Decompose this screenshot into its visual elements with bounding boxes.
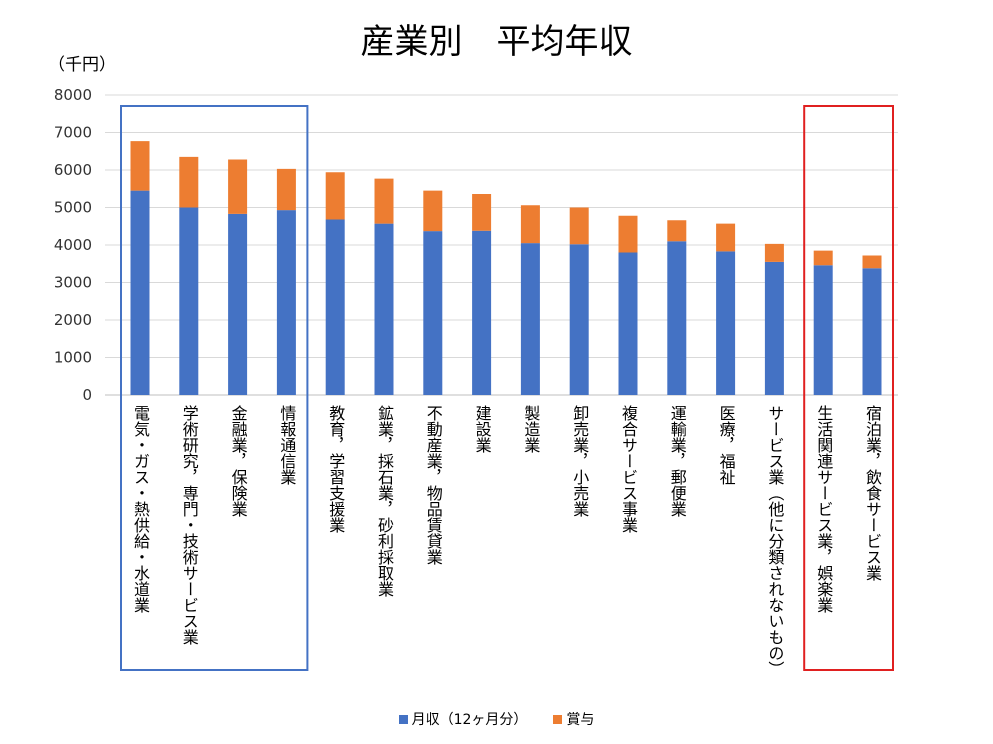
bar-monthly [179,207,199,395]
bar-monthly [374,223,394,395]
x-tick-label: 教育，学習支援業 [326,405,346,533]
x-tick-label: 不動産業，物品賃貸業 [423,405,443,565]
bar-monthly [130,190,150,395]
x-tick-label: サービス業（他に分類されないもの） [765,405,785,677]
x-tick-label: 情報通信業 [277,405,297,485]
y-tick-label: 3000 [54,274,92,292]
bar-monthly [325,219,345,395]
y-tick-label: 2000 [54,311,92,329]
bar-monthly [569,244,589,395]
x-tick-label: 学術研究，専門・技術サービス業 [179,405,199,645]
bar-bonus [374,178,394,224]
bar-monthly [813,265,833,395]
x-tick-label: 運輸業，郵便業 [667,405,687,517]
bar-monthly [764,261,784,395]
bar-monthly [472,230,492,395]
bar-bonus [130,141,150,191]
bar-monthly [716,251,736,395]
x-tick-label: 電気・ガス・熱供給・水道業 [131,405,150,613]
y-tick-label: 0 [82,386,92,404]
x-tick-label: 複合サービス事業 [619,405,638,533]
y-axis-unit-label: （千円） [48,55,116,75]
y-tick-label: 8000 [54,86,92,104]
chart-title: 産業別 平均年収 [360,22,633,62]
bar-monthly [862,268,882,395]
bar-bonus [325,172,345,220]
x-tick-label: 製造業 [521,405,541,453]
legend-label-bonus: 賞与 [566,712,595,728]
legend-item-bonus: 賞与 [553,709,594,729]
x-tick-label: 医療，福祉 [716,405,736,485]
legend-label-monthly: 月収（12ヶ月分） [411,712,528,728]
bar-monthly [228,213,248,395]
bar-bonus [520,205,540,244]
y-tick-label: 1000 [54,349,92,367]
bar-bonus [813,250,833,266]
legend-swatch-bonus [553,714,563,724]
bar-monthly [423,231,443,395]
bar-bonus [862,255,882,269]
x-tick-label: 鉱業，採石業，砂利採取業 [375,405,394,597]
bar-monthly [618,252,638,395]
bar-bonus [764,243,784,262]
bar-monthly [520,243,540,395]
bar-monthly [667,241,687,395]
x-tick-label: 金融業，保険業 [228,405,248,517]
y-tick-label: 5000 [54,199,92,217]
bar-bonus [276,168,296,211]
bar-bonus [618,215,638,253]
bar-bonus [228,159,248,214]
y-tick-label: 6000 [54,161,92,179]
legend: 月収（12ヶ月分） 賞与 [0,709,993,729]
bar-monthly [276,210,296,395]
bar-bonus [423,190,443,232]
x-tick-label: 建設業 [472,405,492,453]
legend-item-monthly: 月収（12ヶ月分） [398,709,528,729]
highlight-box [803,105,895,671]
y-tick-label: 7000 [54,124,92,142]
bar-bonus [667,220,687,242]
x-tick-label: 宿泊業，飲食サービス業 [863,405,882,581]
highlight-box [120,105,309,671]
x-tick-label: 卸売業，小売業 [570,405,590,517]
bar-bonus [716,223,736,252]
bar-bonus [569,207,589,245]
legend-swatch-monthly [398,714,408,724]
bar-bonus [179,156,199,208]
y-tick-label: 4000 [54,236,92,254]
bar-bonus [472,194,492,231]
x-tick-label: 生活関連サービス業，娯楽業 [814,405,834,613]
